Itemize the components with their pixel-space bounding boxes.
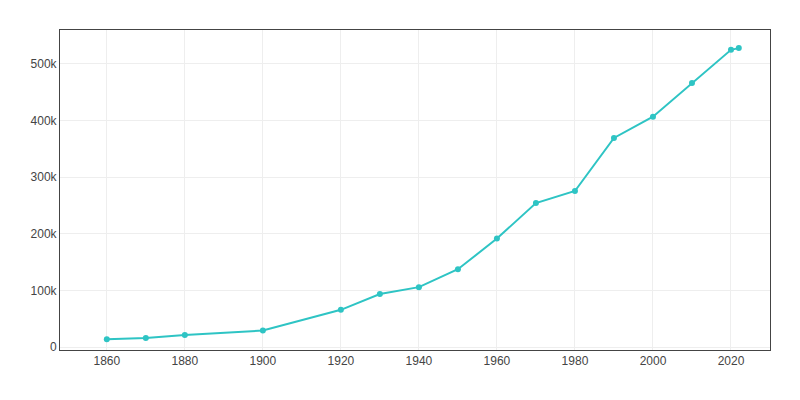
svg-text:500k: 500k [31, 57, 58, 71]
svg-text:1900: 1900 [250, 354, 277, 368]
svg-text:200k: 200k [31, 227, 58, 241]
svg-text:1960: 1960 [484, 354, 511, 368]
svg-text:2000: 2000 [640, 354, 667, 368]
svg-text:1920: 1920 [328, 354, 355, 368]
svg-text:1880: 1880 [171, 354, 198, 368]
svg-text:300k: 300k [31, 170, 58, 184]
svg-text:100k: 100k [31, 284, 58, 298]
svg-text:0: 0 [50, 340, 57, 354]
svg-text:400k: 400k [31, 114, 58, 128]
svg-text:1980: 1980 [562, 354, 589, 368]
svg-text:2020: 2020 [718, 354, 745, 368]
svg-text:1860: 1860 [93, 354, 120, 368]
svg-text:1940: 1940 [406, 354, 433, 368]
